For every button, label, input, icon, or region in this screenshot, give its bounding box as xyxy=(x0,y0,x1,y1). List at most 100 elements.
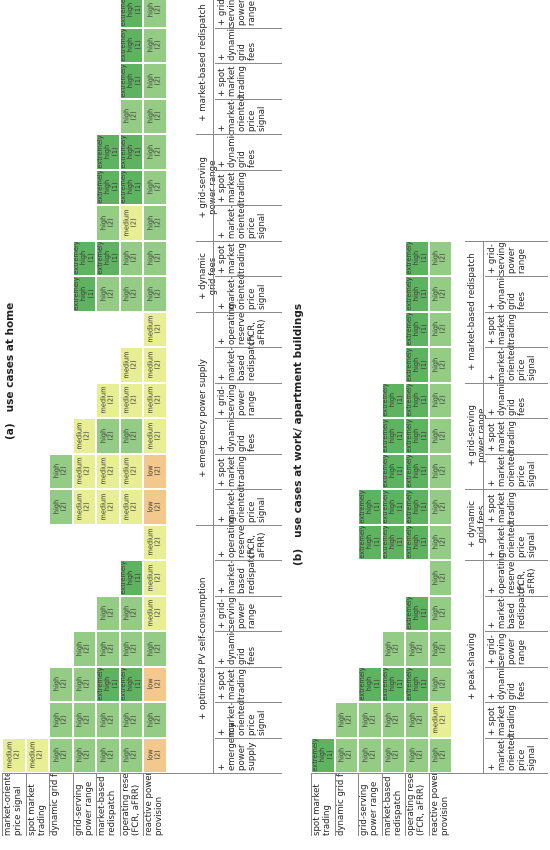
panel_b-matrix-cell: high (2) xyxy=(428,240,452,276)
panel_a-column-separator xyxy=(215,595,282,597)
panel_b-cell-value: high (2) xyxy=(337,748,354,763)
panel_b-cell-value: high (2) xyxy=(384,748,401,763)
panel_a-matrix-cell: high (2) xyxy=(143,702,167,738)
panel_a-group-boundary xyxy=(196,134,282,135)
panel_a-cell-value: high (2) xyxy=(122,712,139,727)
panel_a-cell-value: medium (2) xyxy=(146,422,162,450)
panel_b-cell-value: extremely high (1) xyxy=(405,241,428,275)
panel_b-cell-value: extremely high (1) xyxy=(405,348,428,382)
panel_a-matrix-cell: extremely high (1) xyxy=(96,134,120,170)
panel_a-group-name: + market-based redispatch xyxy=(198,4,208,122)
panel_b-matrix-cell: high (2) xyxy=(334,737,358,773)
panel_a-cell-value: high (2) xyxy=(146,286,162,301)
panel_a-cell-value: low (2) xyxy=(146,749,162,761)
panel_b-column-separator xyxy=(485,595,548,597)
panel_a-matrix-cell: medium (2) xyxy=(143,382,167,418)
panel_b-column-label: + spot market trading xyxy=(487,704,517,736)
panel_a-row-separator xyxy=(143,774,144,836)
panel_b-group-divider xyxy=(483,489,484,560)
panel_a-column-separator xyxy=(215,276,282,277)
panel_b-cell-value: extremely high (1) xyxy=(405,419,428,453)
panel_a-matrix-cell: high (2) xyxy=(143,134,167,170)
panel_a-cell-value: high (2) xyxy=(99,286,115,301)
panel_a-column-separator xyxy=(215,382,282,384)
panel_a-matrix-cell: extremely high (1) xyxy=(72,240,96,276)
panel_b-title: (b) use cases at work/ apartment buildin… xyxy=(292,303,304,566)
panel_a-cell-value: medium (2) xyxy=(146,564,162,592)
panel_b-row-separator xyxy=(311,774,312,836)
panel_b-column-label: + market- oriented price signal xyxy=(487,521,537,558)
panel_a-cell-value: high (2) xyxy=(146,109,162,124)
panel_a-matrix-cell: medium (2) xyxy=(143,418,167,454)
panel_a-column-separator xyxy=(215,453,282,455)
panel_b-cell-value: high (2) xyxy=(361,712,377,727)
panel_b-matrix-cell: high (2) xyxy=(381,737,405,773)
panel_a-matrix-cell: extremely high (1) xyxy=(119,560,143,596)
panel_a-matrix-cell: extremely high (1) xyxy=(72,276,96,312)
panel_a-cell-value: extremely high (1) xyxy=(96,135,119,169)
panel_a-cell-value: extremely high (1) xyxy=(96,667,119,701)
panel_b-matrix-cell: high (2) xyxy=(381,702,405,738)
panel_b-cell-value: high (2) xyxy=(431,357,448,372)
panel_a-matrix-cell: low (2) xyxy=(143,489,167,525)
panel_b-matrix-cell: extremely high (1) xyxy=(405,311,429,347)
panel_b-matrix-cell: high (2) xyxy=(358,702,382,738)
panel_a-cell-value: medium (2) xyxy=(75,422,92,450)
panel_a-matrix-cell: high (2) xyxy=(72,702,96,738)
panel_b-matrix-cell: extremely high (1) xyxy=(405,418,429,454)
panel_b-cell-value: extremely high (1) xyxy=(381,383,404,417)
panel_a-column-separator xyxy=(215,737,282,739)
panel_a-matrix-cell: low (2) xyxy=(143,453,167,489)
panel_a-row-separator xyxy=(119,774,121,836)
panel_b-matrix-cell: high (2) xyxy=(428,631,452,667)
panel_b-matrix-cell: extremely high (1) xyxy=(405,453,429,489)
panel_a-matrix-cell: medium (2) xyxy=(72,453,96,489)
panel_a-row-separator xyxy=(96,774,97,836)
panel_a-cell-value: medium (2) xyxy=(75,493,92,521)
panel_a-cell-value: extremely high (1) xyxy=(119,667,142,701)
panel_b-matrix-cell: high (2) xyxy=(428,382,452,418)
panel_a-row-separator xyxy=(2,774,3,836)
panel_a-cell-value: high (2) xyxy=(122,606,139,621)
panel_b-cell-value: high (2) xyxy=(361,748,377,763)
panel_a-cell-value: high (2) xyxy=(122,286,139,301)
panel_a-matrix-cell: high (2) xyxy=(72,737,96,773)
panel_a-cell-value: high (2) xyxy=(75,641,92,656)
panel_b-column-label: + spot market trading xyxy=(487,420,517,452)
panel_a-matrix-cell: medium (2) xyxy=(143,524,167,560)
panel_a-matrix-cell: high (2) xyxy=(119,418,143,454)
panel_a-cell-value: medium (2) xyxy=(122,493,139,521)
panel_a-column-label: + dynamic grid fees xyxy=(217,24,257,61)
panel_a-matrix-cell: high (2) xyxy=(143,276,167,312)
panel_a-column-label: + market- oriented price signal xyxy=(217,95,267,132)
panel_b-group-name: + grid-serving power range xyxy=(467,404,487,467)
panel_a-matrix-cell: high (2) xyxy=(72,631,96,667)
panel_b-matrix-cell: extremely high (1) xyxy=(381,382,405,418)
panel_a-cell-value: extremely high (1) xyxy=(119,0,142,27)
panel_b-matrix-cell: extremely high (1) xyxy=(405,489,429,525)
panel_a-matrix-baseline xyxy=(2,773,282,774)
panel_a-group-name: + dynamic grid fees xyxy=(198,252,218,300)
panel_a-group-name: + optimized PV self-consumption xyxy=(198,577,208,720)
panel_a-cell-value: high (2) xyxy=(99,428,115,443)
panel_a-matrix-cell: high (2) xyxy=(143,0,167,28)
panel_a-cell-value: low (2) xyxy=(146,501,162,513)
panel_a-cell-value: high (2) xyxy=(146,38,162,53)
panel_b-column-separator xyxy=(485,276,548,277)
panel_a-matrix-cell: high (2) xyxy=(49,702,73,738)
panel_b-cell-value: extremely high (1) xyxy=(405,383,428,417)
panel_b-matrix-cell: high (2) xyxy=(428,347,452,383)
panel_b-cell-value: high (2) xyxy=(431,535,448,550)
panel_a-cell-value: extremely high (1) xyxy=(119,64,142,98)
panel_b-column-label: + market- oriented price signal xyxy=(487,734,537,771)
panel_a-column-label: + grid-serving power range xyxy=(217,597,257,629)
panel_b-cell-value: high (2) xyxy=(431,641,448,656)
panel_a-column-separator xyxy=(215,27,282,29)
panel_b-cell-value: high (2) xyxy=(431,428,448,443)
panel_a-cell-value: high (2) xyxy=(99,712,115,727)
panel_a-cell-value: high (2) xyxy=(122,748,139,763)
panel_a-matrix-cell: high (2) xyxy=(49,737,73,773)
panel_a-title: (a) use cases at home xyxy=(4,302,16,440)
panel_a-cell-value: high (2) xyxy=(122,641,139,656)
panel_a-matrix-cell: medium (2) xyxy=(96,489,120,525)
